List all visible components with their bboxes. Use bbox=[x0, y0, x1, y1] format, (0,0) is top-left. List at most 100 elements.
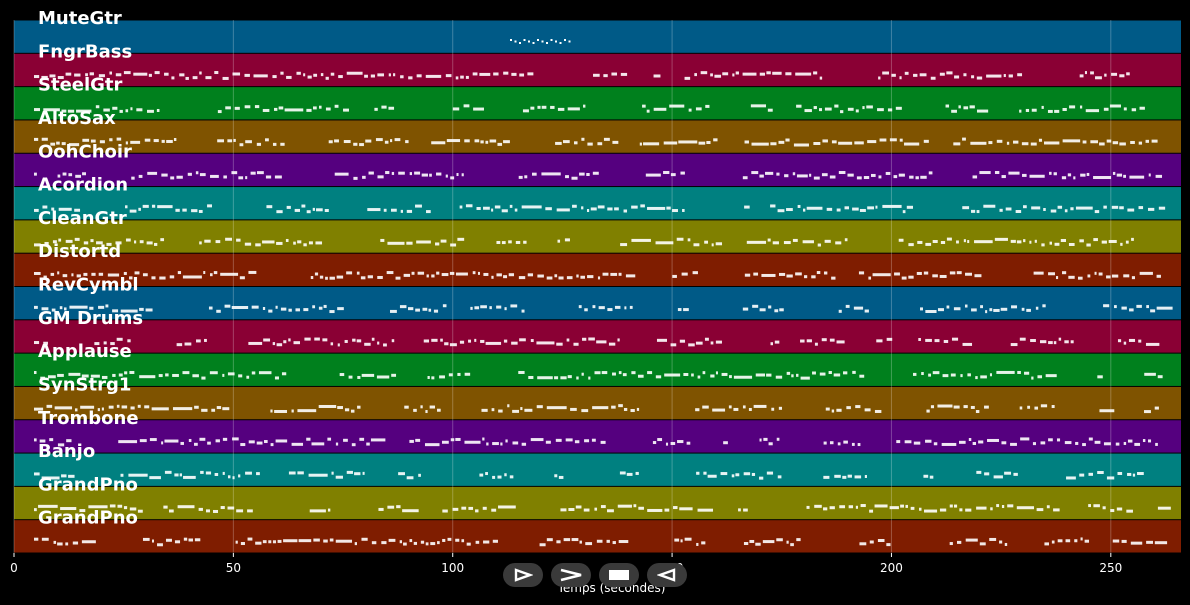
note bbox=[53, 540, 57, 544]
note bbox=[74, 237, 80, 241]
note bbox=[653, 107, 667, 111]
note bbox=[34, 243, 41, 247]
note bbox=[761, 273, 776, 277]
note bbox=[806, 339, 812, 343]
note bbox=[134, 240, 137, 244]
note bbox=[532, 42, 535, 44]
note bbox=[972, 175, 978, 179]
note bbox=[623, 209, 628, 213]
note bbox=[819, 108, 823, 112]
note bbox=[442, 538, 446, 542]
note bbox=[480, 140, 484, 144]
note bbox=[729, 375, 732, 379]
stop-button[interactable] bbox=[599, 563, 639, 587]
note bbox=[751, 142, 769, 146]
play-button[interactable] bbox=[503, 563, 543, 587]
note bbox=[398, 472, 405, 476]
note bbox=[1010, 239, 1016, 243]
note bbox=[88, 505, 108, 509]
note bbox=[630, 409, 635, 413]
note bbox=[572, 204, 577, 208]
note bbox=[89, 72, 94, 76]
note bbox=[639, 142, 642, 146]
note bbox=[227, 506, 235, 510]
note bbox=[262, 108, 270, 112]
note bbox=[188, 538, 194, 542]
note bbox=[142, 204, 149, 208]
note bbox=[968, 438, 972, 442]
note bbox=[480, 305, 487, 309]
note bbox=[804, 275, 808, 279]
note bbox=[274, 175, 282, 179]
note bbox=[1067, 173, 1072, 177]
track-band bbox=[14, 320, 1181, 353]
note bbox=[854, 475, 862, 479]
note bbox=[663, 141, 678, 145]
note bbox=[235, 540, 238, 544]
note bbox=[560, 508, 567, 512]
note bbox=[1079, 239, 1084, 243]
note bbox=[596, 539, 603, 543]
note bbox=[885, 171, 891, 175]
note bbox=[433, 309, 439, 313]
note bbox=[377, 73, 385, 77]
note bbox=[465, 204, 473, 208]
note bbox=[1130, 140, 1135, 144]
note bbox=[559, 42, 562, 44]
note bbox=[1148, 207, 1155, 211]
note bbox=[759, 438, 762, 442]
note bbox=[575, 505, 582, 509]
note bbox=[479, 473, 484, 477]
note bbox=[1020, 437, 1030, 441]
note bbox=[521, 309, 525, 313]
note bbox=[751, 171, 759, 175]
note bbox=[245, 140, 252, 144]
note bbox=[312, 207, 315, 211]
note bbox=[679, 339, 686, 343]
note bbox=[688, 108, 692, 112]
note bbox=[385, 171, 390, 175]
note bbox=[925, 338, 932, 342]
note bbox=[34, 341, 40, 345]
note bbox=[976, 76, 983, 80]
note bbox=[759, 476, 764, 480]
note bbox=[256, 171, 264, 175]
back-button[interactable] bbox=[647, 563, 687, 587]
track-band bbox=[14, 87, 1181, 120]
note bbox=[886, 543, 891, 547]
note bbox=[177, 271, 182, 275]
note bbox=[1041, 243, 1045, 247]
note bbox=[541, 40, 544, 43]
x-tick-label: 100 bbox=[441, 561, 464, 575]
note bbox=[790, 543, 794, 547]
note bbox=[951, 337, 959, 341]
forward-button[interactable] bbox=[551, 563, 591, 587]
note bbox=[770, 142, 777, 146]
note bbox=[519, 73, 525, 77]
note bbox=[81, 540, 96, 544]
note bbox=[464, 440, 481, 444]
note bbox=[156, 108, 160, 112]
note bbox=[1075, 441, 1079, 445]
note bbox=[1017, 73, 1023, 77]
note bbox=[546, 538, 553, 542]
note bbox=[701, 541, 706, 545]
note bbox=[1115, 442, 1120, 446]
note bbox=[976, 109, 989, 113]
note bbox=[312, 305, 316, 309]
track-band bbox=[14, 453, 1181, 486]
note bbox=[537, 39, 539, 41]
note bbox=[246, 375, 250, 379]
note bbox=[1019, 109, 1022, 113]
note bbox=[618, 540, 629, 544]
note bbox=[425, 542, 429, 546]
note bbox=[205, 76, 212, 80]
note bbox=[803, 208, 806, 212]
x-tick-label: 250 bbox=[1099, 561, 1122, 575]
note bbox=[417, 271, 425, 275]
note bbox=[318, 404, 337, 408]
note bbox=[194, 405, 199, 409]
note bbox=[439, 375, 445, 379]
note bbox=[187, 172, 192, 176]
